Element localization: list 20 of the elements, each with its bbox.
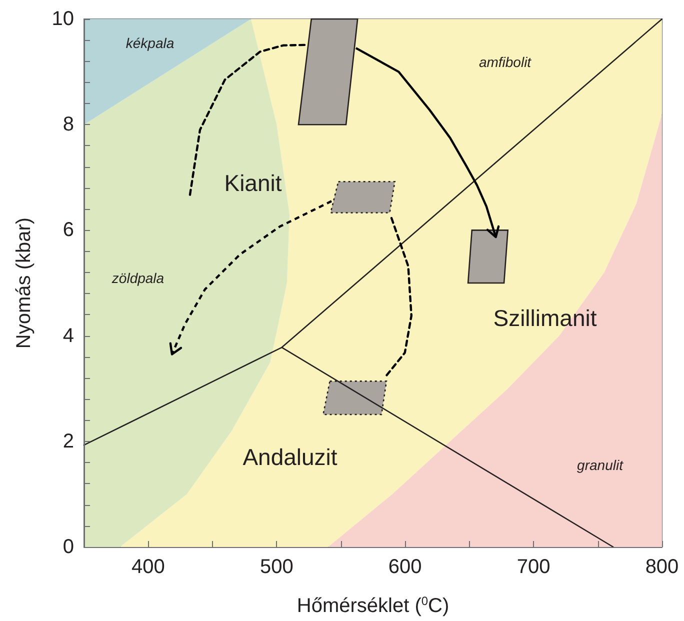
annotation: Kianit bbox=[224, 170, 282, 196]
y-tick-label: 8 bbox=[62, 114, 74, 136]
x-tick-label: 700 bbox=[516, 556, 550, 578]
y-tick-label: 10 bbox=[52, 8, 74, 30]
y-tick-label: 0 bbox=[62, 536, 74, 558]
x-tick-label: 500 bbox=[260, 556, 294, 578]
annotation: Andaluzit bbox=[242, 444, 338, 470]
y-tick-label: 4 bbox=[62, 324, 74, 347]
x-tick-label: 400 bbox=[132, 556, 165, 578]
annotation: amfibolit bbox=[478, 54, 532, 70]
annotation: kékpala bbox=[126, 35, 174, 51]
annotation: Szillimanit bbox=[493, 305, 598, 331]
x-tick-label: 800 bbox=[645, 556, 679, 578]
y-axis-title: Nyomás (kbar) bbox=[13, 217, 35, 349]
annotation: granulit bbox=[577, 457, 624, 473]
x-tick-label: 600 bbox=[388, 556, 422, 578]
y-tick-label: 6 bbox=[62, 219, 74, 242]
line-series bbox=[384, 216, 413, 379]
annotation: zöldpala bbox=[110, 270, 164, 286]
y-tick-label: 2 bbox=[62, 430, 74, 452]
